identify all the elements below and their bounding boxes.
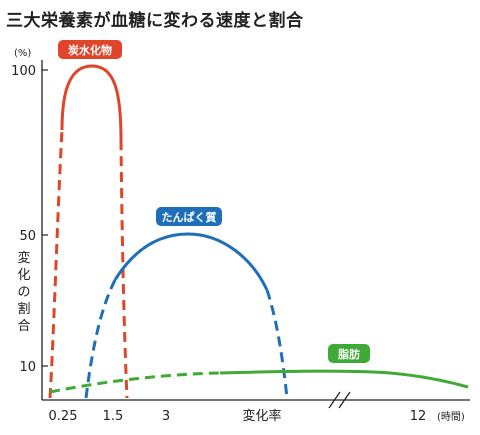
series-carb-rise (48, 129, 64, 399)
y-axis-label: 変化の割合 (17, 250, 30, 334)
y-tick-label-50: 50 (19, 229, 36, 244)
x-tick-label-1-5: 1.5 (103, 409, 124, 424)
series-protein-peak (113, 232, 269, 291)
axis-break-mark-1 (328, 391, 341, 409)
series-protein-fall (265, 289, 289, 399)
x-unit-label: (時間) (437, 411, 465, 423)
series-fat-dashed (49, 371, 221, 394)
series-carb-fall (119, 139, 129, 399)
badge-protein-bg (156, 207, 222, 226)
badge-carb-bg (58, 40, 122, 59)
x-axis-label: 変化率 (242, 408, 281, 424)
x-tick-label-0-25: 0.25 (49, 409, 78, 424)
badge-fat-label: 脂肪 (337, 347, 360, 361)
badge-fat-bg (328, 344, 370, 363)
series-fat-solid (219, 369, 469, 389)
badge-carb-label: 炭水化物 (68, 43, 112, 57)
axis-break-mark-2 (338, 391, 351, 409)
badge-protein-label: たんぱく質 (162, 210, 217, 224)
y-tick-label-100: 100 (11, 64, 36, 79)
x-tick-label-12: 12 (410, 409, 427, 424)
series-carb-peak (60, 64, 123, 141)
y-tick-label-10: 10 (19, 360, 36, 375)
chart-title: 三大栄養素が血糖に変わる速度と割合 (6, 11, 304, 31)
y-unit-label: (%) (14, 48, 31, 59)
series-protein-rise (84, 279, 117, 399)
x-tick-label-3: 3 (162, 409, 170, 424)
